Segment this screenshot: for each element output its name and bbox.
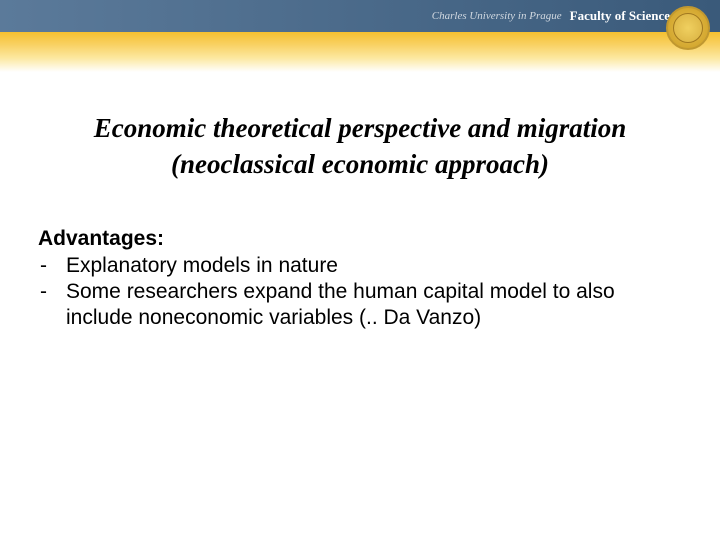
header-bar: Charles University in Prague Faculty of … [0, 0, 720, 72]
bullet-dash-icon: - [38, 279, 66, 332]
list-item: - Some researchers expand the human capi… [38, 279, 682, 332]
bullet-list: - Explanatory models in nature - Some re… [38, 253, 682, 332]
header-yellow-band [0, 32, 720, 72]
university-seal-icon [666, 6, 710, 50]
list-item: - Explanatory models in nature [38, 253, 682, 279]
bullet-dash-icon: - [38, 253, 66, 279]
section-label: Advantages: [38, 227, 682, 251]
faculty-name: Faculty of Science [570, 8, 670, 24]
university-name: Charles University in Prague [432, 10, 562, 22]
seal-inner-icon [673, 13, 703, 43]
bullet-text: Some researchers expand the human capita… [66, 279, 682, 332]
slide-content: Economic theoretical perspective and mig… [0, 72, 720, 332]
bullet-text: Explanatory models in nature [66, 253, 682, 279]
header-blue-strip: Charles University in Prague Faculty of … [0, 0, 720, 32]
slide-title: Economic theoretical perspective and mig… [38, 110, 682, 183]
